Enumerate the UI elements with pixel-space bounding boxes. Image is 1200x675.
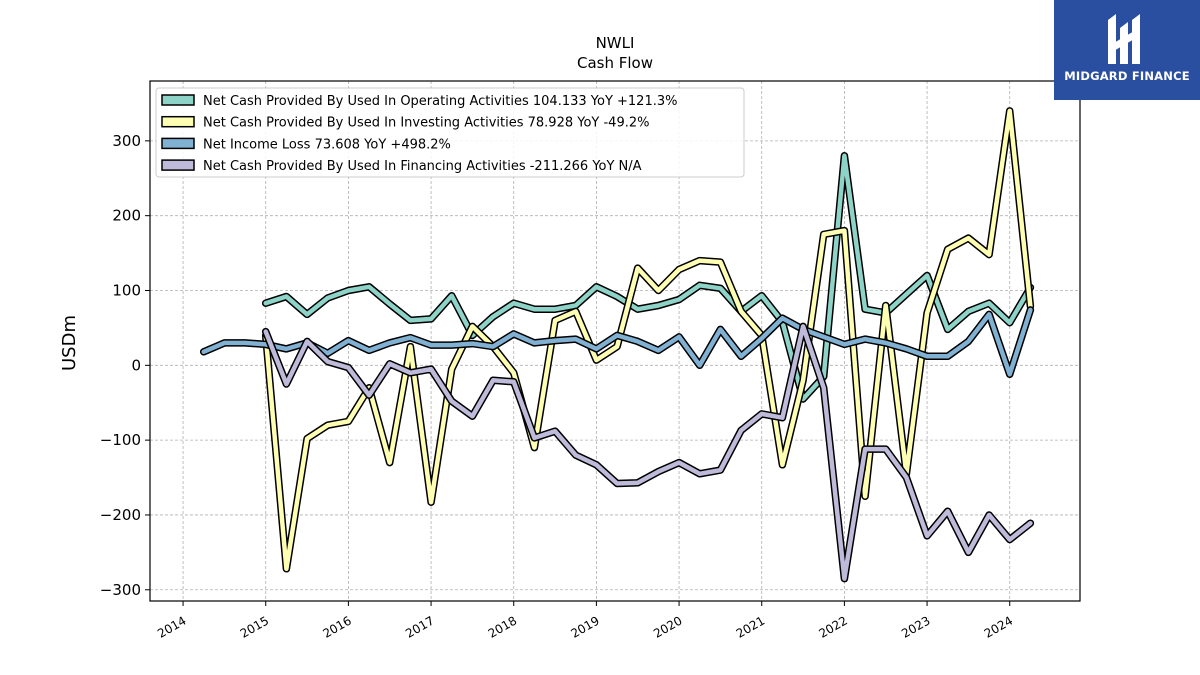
x-tick-label: 2016 — [320, 613, 353, 640]
legend-label: Net Cash Provided By Used In Financing A… — [203, 159, 642, 174]
series-line — [201, 307, 1033, 377]
series-line — [263, 108, 1033, 572]
series-3 — [261, 322, 1035, 583]
legend: Net Cash Provided By Used In Operating A… — [155, 87, 745, 178]
y-tick-label: 0 — [131, 356, 141, 374]
legend-label: Net Cash Provided By Used In Investing A… — [203, 116, 649, 131]
legend-swatch — [161, 94, 195, 106]
midgard-logo-icon — [1108, 14, 1140, 64]
y-tick-label: 200 — [112, 207, 141, 225]
x-tick-label: 2023 — [899, 613, 932, 640]
x-tick-label: 2019 — [568, 613, 601, 640]
x-tick-label: 2021 — [734, 613, 767, 640]
x-tick-label: 2015 — [238, 613, 271, 640]
brand-name: MIDGARD FINANCE — [1064, 69, 1190, 83]
series-line — [263, 153, 1033, 402]
x-tick-label: 2020 — [651, 613, 684, 640]
y-tick-label: 100 — [112, 281, 141, 299]
series-line-outline — [261, 322, 1035, 583]
x-tick-label: 2024 — [982, 613, 1015, 640]
legend-swatch — [161, 137, 195, 150]
chart-title: NWLI — [596, 34, 635, 52]
y-tick-label: 300 — [112, 132, 141, 150]
y-tick-label: −200 — [100, 506, 141, 524]
series-1 — [261, 107, 1035, 573]
legend-box — [155, 87, 745, 178]
series-2 — [199, 306, 1035, 379]
series-0 — [261, 152, 1035, 403]
legend-swatch — [161, 115, 195, 128]
series-line — [263, 324, 1033, 581]
chart-subtitle: Cash Flow — [577, 54, 653, 72]
legend-swatch — [161, 159, 195, 171]
plot-frame — [149, 80, 1081, 602]
y-axis-label: USDm — [59, 315, 80, 371]
midgard-finance-logo: MIDGARD FINANCE — [1054, 0, 1200, 100]
x-tick-label: 2014 — [155, 613, 188, 640]
y-tick-label: −300 — [100, 581, 141, 599]
x-tick-label: 2017 — [403, 613, 436, 640]
x-tick-label: 2022 — [816, 613, 849, 640]
legend-label: Net Income Loss 73.608 YoY +498.2% — [203, 137, 451, 152]
y-tick-label: −100 — [100, 431, 141, 449]
legend-label: Net Cash Provided By Used In Operating A… — [203, 94, 677, 109]
series-lines — [199, 107, 1035, 583]
x-tick-label: 2018 — [486, 613, 519, 640]
